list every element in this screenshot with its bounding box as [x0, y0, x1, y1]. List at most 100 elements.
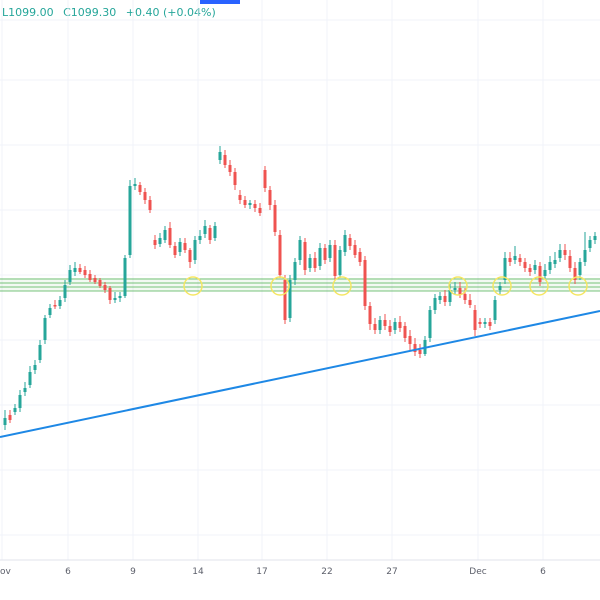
candle-body	[493, 300, 497, 320]
candle-body	[53, 305, 57, 307]
candle-66	[333, 240, 337, 280]
top-tab-indicator[interactable]	[200, 0, 240, 4]
candle-57	[288, 275, 292, 322]
candle-body	[393, 322, 397, 330]
trendline[interactable]	[0, 310, 600, 438]
touch-marker-4	[492, 276, 512, 296]
candle-body	[508, 258, 512, 262]
candle-body	[203, 226, 207, 234]
candle-body	[173, 246, 177, 255]
candle-body	[283, 280, 287, 320]
candle-1	[8, 410, 12, 423]
candle-10	[53, 300, 57, 309]
candle-60	[303, 238, 307, 275]
candle-body	[453, 288, 457, 290]
candle-body	[583, 250, 587, 262]
candle-body	[568, 256, 572, 268]
candle-body	[68, 270, 72, 282]
candle-95	[478, 318, 482, 328]
candle-body	[33, 365, 37, 370]
candle-body	[193, 240, 197, 260]
candle-89	[448, 284, 452, 306]
candle-body	[363, 260, 367, 306]
candle-80	[403, 322, 407, 342]
candle-body	[313, 258, 317, 268]
candle-78	[393, 318, 397, 334]
candle-105	[528, 264, 532, 276]
candle-54	[273, 200, 277, 236]
candle-101	[508, 252, 512, 266]
candle-20	[103, 282, 107, 293]
candle-43	[218, 146, 222, 164]
candle-body	[408, 336, 412, 344]
candle-29	[148, 196, 152, 213]
candle-52	[263, 166, 267, 192]
candle-body	[538, 266, 542, 282]
candle-18	[93, 275, 97, 284]
candle-body	[473, 310, 477, 330]
x-axis: Nov 6 9 14 17 22 27 Dec 6	[0, 559, 600, 577]
candle-body	[243, 200, 247, 205]
candle-117	[588, 236, 592, 252]
candle-90	[453, 282, 457, 294]
candle-7	[38, 340, 42, 363]
touch-marker-1	[270, 276, 290, 296]
candle-body	[383, 320, 387, 326]
x-tick-label: 17	[256, 567, 267, 577]
candle-body	[178, 242, 182, 252]
candle-98	[493, 296, 497, 324]
candle-body	[58, 300, 62, 306]
candle-48	[243, 196, 247, 208]
candle-113	[568, 250, 572, 272]
candle-73	[368, 302, 372, 330]
candle-body	[528, 268, 532, 272]
touch-marker-6	[568, 276, 588, 296]
candle-85	[428, 306, 432, 342]
candle-body	[293, 262, 297, 280]
x-tick-label: Nov	[0, 567, 11, 577]
candle-27	[138, 182, 142, 195]
candle-body	[573, 268, 577, 280]
candle-79	[398, 316, 402, 332]
candle-28	[143, 188, 147, 204]
candle-102	[513, 246, 517, 264]
candle-14	[73, 262, 77, 276]
x-tick-label: 22	[321, 567, 332, 577]
candle-body	[328, 245, 332, 258]
candle-12	[63, 280, 67, 302]
candle-body	[268, 190, 272, 205]
candle-64	[323, 244, 327, 264]
candle-24	[123, 255, 127, 298]
candle-77	[388, 320, 392, 336]
candle-23	[118, 292, 122, 302]
candle-69	[348, 234, 352, 250]
candle-body	[228, 165, 232, 172]
candle-body	[358, 252, 362, 262]
candle-59	[298, 236, 302, 265]
candle-body	[273, 205, 277, 232]
candle-body	[98, 280, 102, 286]
candle-body	[318, 248, 322, 266]
candle-body	[563, 250, 567, 255]
candle-body	[118, 296, 122, 298]
candle-35	[178, 238, 182, 256]
candle-36	[183, 238, 187, 253]
candle-body	[133, 184, 137, 186]
candle-86	[433, 294, 437, 314]
candle-11	[58, 296, 62, 309]
candle-body	[48, 308, 52, 315]
candle-110	[553, 252, 557, 268]
candle-32	[163, 226, 167, 243]
x-tick-label: 27	[386, 567, 397, 577]
candle-81	[408, 330, 412, 350]
candle-96	[483, 318, 487, 328]
candle-body	[448, 290, 452, 302]
candle-body	[278, 235, 282, 275]
candle-51	[258, 203, 262, 216]
candle-body	[13, 408, 17, 412]
candle-body	[198, 236, 202, 240]
candle-109	[548, 256, 552, 274]
candle-body	[398, 322, 402, 328]
candle-body	[463, 294, 467, 300]
